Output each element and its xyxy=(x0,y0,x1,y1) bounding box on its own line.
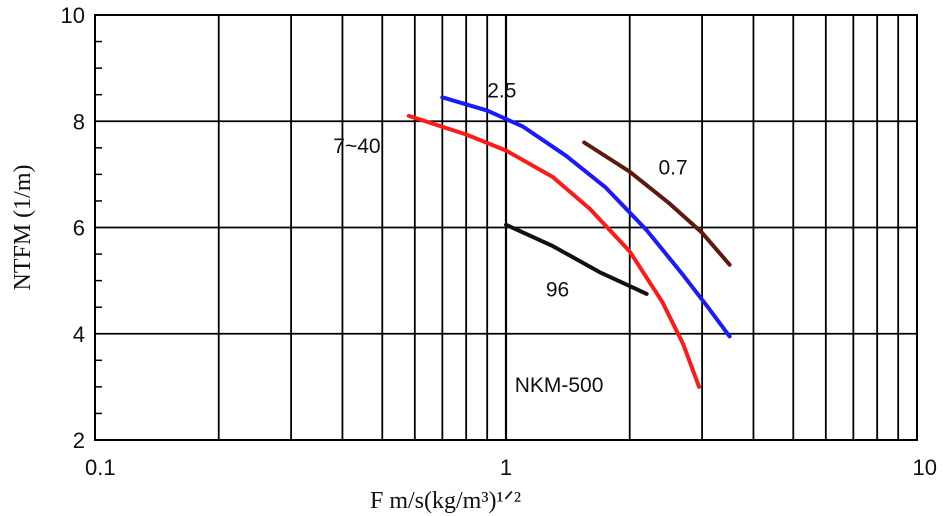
x-axis-title: F m/s(kg/m³)¹ᐟ² xyxy=(370,488,521,514)
annotations: 2.5 7~40 0.7 96 NKM-500 xyxy=(333,79,687,397)
series-line xyxy=(440,95,732,339)
series-line xyxy=(504,222,649,296)
series-line xyxy=(406,113,702,389)
y-tick-label: 10 xyxy=(61,3,85,28)
x-tick-label: 10 xyxy=(913,455,937,480)
y-axis-title: NTFM (1/m) xyxy=(10,165,36,291)
annotation-label: 0.7 xyxy=(659,156,688,179)
annotation-label: 7~40 xyxy=(333,135,380,158)
x-tick-label: 1 xyxy=(500,455,512,480)
y-tick-label: 6 xyxy=(73,216,85,241)
plot-frame xyxy=(94,14,918,441)
major-gridlines xyxy=(95,120,917,335)
y-tick-label: 4 xyxy=(73,322,85,347)
series-layer xyxy=(406,95,732,389)
annotation-label: 96 xyxy=(546,279,569,302)
y-tick-label: 8 xyxy=(73,109,85,134)
annotation-label: NKM-500 xyxy=(515,374,604,397)
y-tick-label: 2 xyxy=(73,428,85,453)
y-tick-labels: 2 4 6 8 10 xyxy=(61,3,85,453)
series-line xyxy=(582,140,732,267)
x-tick-labels: 0.1 1 10 xyxy=(85,455,937,480)
x-tick-label: 0.1 xyxy=(85,455,116,480)
annotation-label: 2.5 xyxy=(487,79,516,102)
